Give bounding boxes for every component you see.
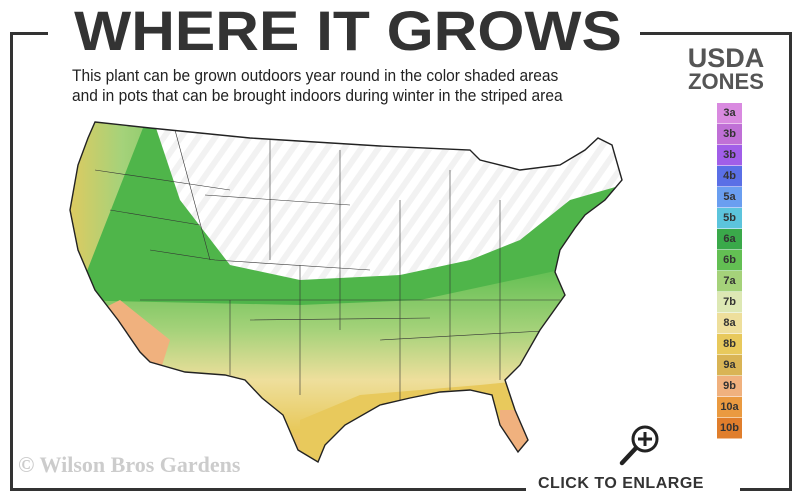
legend-zone-4b: 4b — [717, 166, 742, 187]
legend-zone-6a: 6a — [717, 229, 742, 250]
subtitle: This plant can be grown outdoors year ro… — [72, 67, 563, 105]
legend-zone-5a: 5a — [717, 187, 742, 208]
legend-zone-3a: 3a — [717, 103, 742, 124]
green-band — [70, 122, 622, 340]
legend-zone-3b: 3b — [717, 145, 742, 166]
legend-zone-7a: 7a — [717, 271, 742, 292]
legend-zone-9b: 9b — [717, 376, 742, 397]
legend-zone-3b: 3b — [717, 124, 742, 145]
legend-zone-9a: 9a — [717, 355, 742, 376]
frame-top-left — [10, 32, 48, 35]
florida-south — [500, 410, 540, 462]
frame-bottom-left — [10, 488, 526, 491]
legend-zone-10b: 10b — [717, 418, 742, 439]
map-regions — [70, 122, 622, 462]
legend-zone-10a: 10a — [717, 397, 742, 418]
frame-right — [789, 32, 792, 491]
zone-legend: 3a 3b 3b 4b 5a 5b 6a 6b 7a 7b 8a 8b 9a 9b 10a 10b — [717, 103, 742, 439]
legend-zone-8a: 8a — [717, 313, 742, 334]
legend-zone-5b: 5b — [717, 208, 742, 229]
frame-bottom-right — [740, 488, 792, 491]
legend-zone-6b: 6b — [717, 250, 742, 271]
click-to-enlarge-button[interactable]: CLICK TO ENLARGE — [538, 475, 704, 492]
legend-zone-7b: 7b — [717, 292, 742, 313]
state-borders — [94, 129, 561, 400]
page-title: WHERE IT GROWS — [74, 0, 622, 62]
watermark: © Wilson Bros Gardens — [18, 452, 241, 477]
frame-left — [10, 32, 13, 491]
frame-top-right — [640, 32, 792, 35]
zoom-in-icon[interactable] — [610, 424, 666, 468]
legend-zone-8b: 8b — [717, 334, 742, 355]
legend-title: USDA ZONES — [687, 43, 765, 94]
